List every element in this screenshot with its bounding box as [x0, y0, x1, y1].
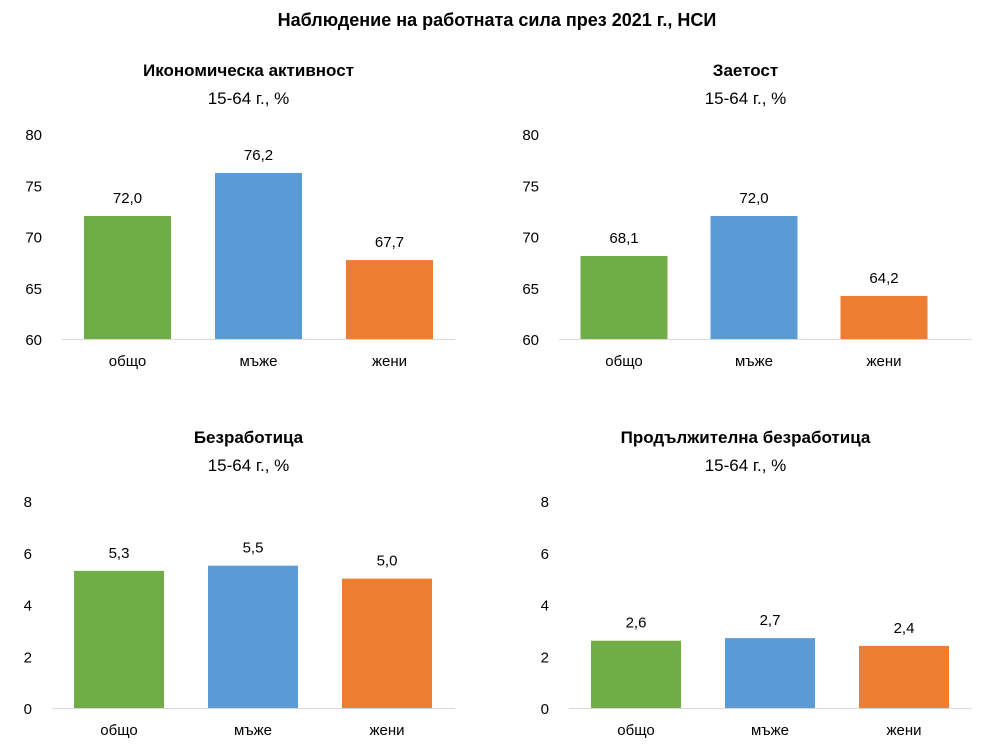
y-tick-label: 2: [541, 649, 549, 666]
data-label: 5,5: [243, 540, 264, 557]
y-tick-label: 70: [25, 230, 42, 247]
bar-2: [346, 260, 433, 339]
data-label: 2,7: [760, 612, 781, 629]
y-tick-label: 65: [522, 281, 539, 298]
y-tick-label: 4: [541, 598, 549, 615]
chart-subtitle: 15-64 г., %: [704, 456, 787, 475]
chart-title: Безработица: [193, 428, 304, 447]
x-tick-label: мъже: [735, 353, 773, 370]
chart-plot: 0 2 4 6 8 2,6 общо 2,7 мъже 2,4 жени: [541, 494, 972, 739]
x-tick-label: мъже: [234, 722, 272, 739]
y-tick-label: 2: [24, 649, 32, 666]
y-tick-label: 75: [25, 178, 42, 195]
bar-0: [74, 570, 164, 708]
chart-plot: 60 65 70 75 80 72,0 общо 76,2 мъже 67,7 жени: [25, 127, 455, 370]
chart-subtitle: 15-64 г., %: [207, 456, 290, 475]
bar-1: [208, 565, 298, 708]
bar-0: [84, 216, 171, 339]
x-tick-label: общо: [100, 722, 137, 739]
chart-title: Икономическа активност: [143, 61, 354, 80]
chart-plot: 60 65 70 75 80 68,1 общо 72,0 мъже 64,2 жени: [522, 127, 972, 370]
data-label: 5,3: [109, 545, 130, 562]
bar-2: [342, 578, 432, 708]
x-tick-label: общо: [605, 353, 642, 370]
y-tick-label: 80: [25, 127, 42, 144]
x-tick-label: жени: [369, 722, 404, 739]
bar-2: [840, 295, 928, 339]
y-tick-label: 0: [24, 701, 32, 718]
bar-0: [591, 640, 681, 708]
bar-1: [215, 172, 302, 339]
data-label: 72,0: [113, 190, 142, 207]
y-tick-label: 6: [541, 546, 549, 563]
x-tick-label: общо: [109, 353, 146, 370]
x-tick-label: общо: [617, 722, 654, 739]
y-tick-label: 60: [522, 332, 539, 349]
bar-2: [859, 645, 949, 708]
data-label: 64,2: [869, 270, 898, 287]
x-tick-label: жени: [866, 353, 901, 370]
chart-subtitle: 15-64 г., %: [704, 89, 787, 108]
y-tick-label: 75: [522, 178, 539, 195]
chart-subtitle: 15-64 г., %: [207, 89, 290, 108]
chart-plot: 0 2 4 6 8 5,3 общо 5,5 мъже 5,0 жени: [24, 494, 455, 739]
x-tick-label: мъже: [239, 353, 277, 370]
data-label: 67,7: [375, 234, 404, 251]
chart-economic-activity: Икономическа активност 15-64 г., % 60 65 7…: [0, 55, 497, 375]
bar-0: [580, 255, 668, 339]
data-label: 68,1: [609, 230, 638, 247]
chart-employment: Заетост 15-64 г., % 60 65 70 75 80 68,1 общо 72…: [497, 55, 994, 375]
x-tick-label: жени: [372, 353, 407, 370]
chart-long-term-unemployment: Продължителна безработица 15-64 г., % 0 2…: [497, 422, 994, 748]
y-tick-label: 0: [541, 701, 549, 718]
y-tick-label: 8: [541, 494, 549, 511]
y-tick-label: 8: [24, 494, 32, 511]
bar-1: [725, 638, 815, 708]
data-label: 2,4: [894, 620, 915, 637]
y-tick-label: 4: [24, 598, 32, 615]
page-title: Наблюдение на работната сила през 2021 г…: [277, 10, 717, 30]
y-tick-label: 60: [25, 332, 42, 349]
bar-1: [710, 216, 798, 339]
data-label: 5,0: [377, 553, 398, 570]
y-tick-label: 80: [522, 127, 539, 144]
chart-title: Продължителна безработица: [620, 428, 871, 447]
chart-title: Заетост: [712, 61, 779, 80]
x-tick-label: жени: [886, 722, 921, 739]
y-tick-label: 65: [25, 281, 42, 298]
chart-unemployment: Безработица 15-64 г., % 0 2 4 6 8 5,3 общо 5,5 м…: [0, 422, 497, 748]
x-tick-label: мъже: [751, 722, 789, 739]
y-tick-label: 70: [522, 230, 539, 247]
data-label: 2,6: [626, 615, 647, 632]
data-label: 76,2: [244, 147, 273, 164]
data-label: 72,0: [739, 190, 768, 207]
y-tick-label: 6: [24, 546, 32, 563]
